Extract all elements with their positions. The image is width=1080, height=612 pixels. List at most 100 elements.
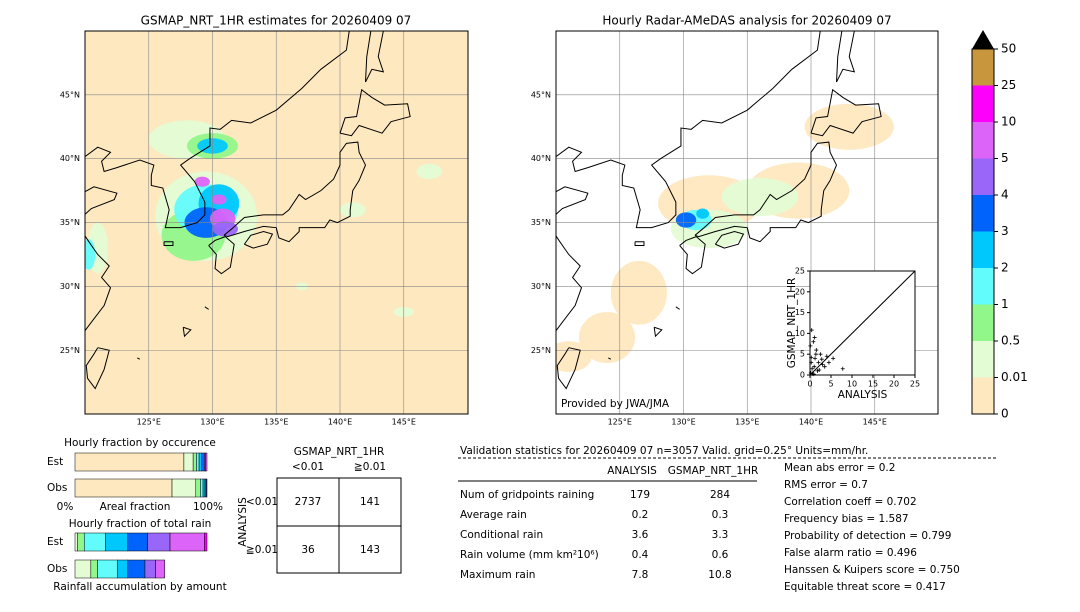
- colorbar-swatch: [972, 304, 994, 341]
- fraction-segment: [205, 452, 208, 472]
- scatter-point: [822, 364, 827, 369]
- row-label: Est: [47, 456, 63, 468]
- score: Probability of detection = 0.799: [784, 530, 951, 542]
- colorbar-swatch: [972, 49, 994, 86]
- lon-label: 130°E: [200, 418, 224, 427]
- fraction-segment: [116, 559, 129, 579]
- scatter-point: [812, 364, 817, 369]
- cell: 2737: [295, 496, 322, 508]
- fraction-segment: [127, 532, 148, 552]
- coastline: [204, 306, 209, 310]
- lon-label: 140°E: [799, 418, 823, 427]
- colorbar-swatch: [972, 268, 994, 305]
- score: Hanssen & Kuipers score = 0.750: [784, 564, 960, 576]
- cell: 143: [360, 544, 380, 556]
- fraction-segment: [105, 532, 129, 552]
- fraction-segment: [144, 559, 156, 579]
- scatter-point: [831, 356, 836, 361]
- score: Equitable threat score = 0.417: [784, 581, 946, 593]
- y-tick-label: 5: [800, 350, 805, 359]
- fraction-segment: [183, 452, 194, 472]
- rain-area: [675, 212, 697, 228]
- left-map: [85, 31, 468, 414]
- y-tick-label: 20: [795, 287, 805, 296]
- fraction-segment: [195, 478, 201, 498]
- coastline: [163, 241, 174, 247]
- stat-label: Maximum rain: [460, 569, 535, 581]
- score: Frequency bias = 1.587: [784, 513, 909, 525]
- right-map-frame: [555, 30, 939, 415]
- rain-area: [211, 194, 227, 205]
- coastline: [675, 306, 680, 310]
- scatter-point: [809, 355, 814, 360]
- fraction-segment: [200, 478, 204, 498]
- x-tick-label: 15: [868, 380, 878, 389]
- coastline: [679, 236, 706, 275]
- rain-area: [416, 163, 442, 180]
- scatter-point: [810, 366, 815, 371]
- fraction-segment: [83, 532, 106, 552]
- lon-label: 145°E: [392, 418, 416, 427]
- scatter-point: [817, 368, 822, 373]
- lat-label: 40°N: [60, 154, 80, 163]
- fraction-segment: [204, 532, 208, 552]
- fraction-segment: [127, 559, 146, 579]
- stat-label: Num of gridpoints raining: [460, 489, 594, 501]
- lat-label: 45°N: [531, 90, 551, 99]
- score: False alarm ratio = 0.496: [784, 547, 917, 559]
- stats-title: Validation statistics for 20260409 07 n=…: [460, 445, 868, 457]
- scatter-point: [820, 362, 825, 367]
- fraction-segment: [74, 559, 92, 579]
- scatter-point: [811, 372, 816, 377]
- panel-title: Hourly fraction by occurence: [64, 437, 216, 449]
- score: RMS error = 0.7: [784, 479, 868, 491]
- colorbar-swatch: [972, 377, 994, 414]
- lat-label: 35°N: [60, 218, 80, 227]
- col-label: ≧0.01: [354, 461, 386, 473]
- lat-label: 35°N: [531, 218, 551, 227]
- y-tick-label: 10: [795, 329, 805, 338]
- x-tick-label: 20: [889, 380, 899, 389]
- row-label: Obs: [47, 482, 67, 494]
- scatter-point: [808, 343, 813, 348]
- coastline: [634, 241, 645, 247]
- colorbar-label: 25: [1001, 78, 1016, 92]
- coastline: [714, 230, 745, 249]
- coastline: [85, 347, 110, 390]
- lon-label: 140°E: [328, 418, 352, 427]
- coastline: [608, 357, 612, 360]
- scatter-point: [811, 339, 816, 344]
- left-map-frame: [84, 30, 469, 415]
- colorbar-extension: [972, 30, 994, 49]
- credit: Provided by JWA/JMA: [561, 398, 670, 410]
- coastline: [137, 357, 141, 360]
- scatter-point: [840, 366, 845, 371]
- rain-area: [721, 177, 799, 217]
- rain-area: [194, 176, 210, 187]
- stat-value: 179: [630, 489, 650, 501]
- coastline: [836, 31, 856, 83]
- scatter-point: [816, 360, 821, 365]
- scatter-point: [812, 335, 817, 340]
- colorbar-swatch: [972, 231, 994, 268]
- colorbar-swatch: [972, 122, 994, 159]
- y-tick-label: 15: [795, 308, 805, 317]
- y-tick-label: 25: [795, 267, 805, 276]
- rain-area: [340, 202, 366, 218]
- fraction-segment: [74, 452, 185, 472]
- row-label: ≧0.01: [246, 544, 278, 556]
- coastline: [339, 88, 411, 137]
- x-tick-label: 0: [807, 380, 812, 389]
- scatter-point: [826, 360, 831, 365]
- row-label: Est: [47, 536, 63, 548]
- lon-label: 135°E: [264, 418, 288, 427]
- scatter-xlabel: ANALYSIS: [838, 389, 888, 401]
- fraction-segment: [97, 559, 118, 579]
- stat-label: Average rain: [460, 509, 527, 521]
- colorbar-swatch: [972, 85, 994, 122]
- colorbar-label: 0: [1001, 407, 1009, 421]
- fraction-segment: [77, 532, 85, 552]
- x-tick-label: 5: [828, 380, 833, 389]
- coastline: [694, 141, 838, 243]
- scatter-point: [813, 352, 818, 357]
